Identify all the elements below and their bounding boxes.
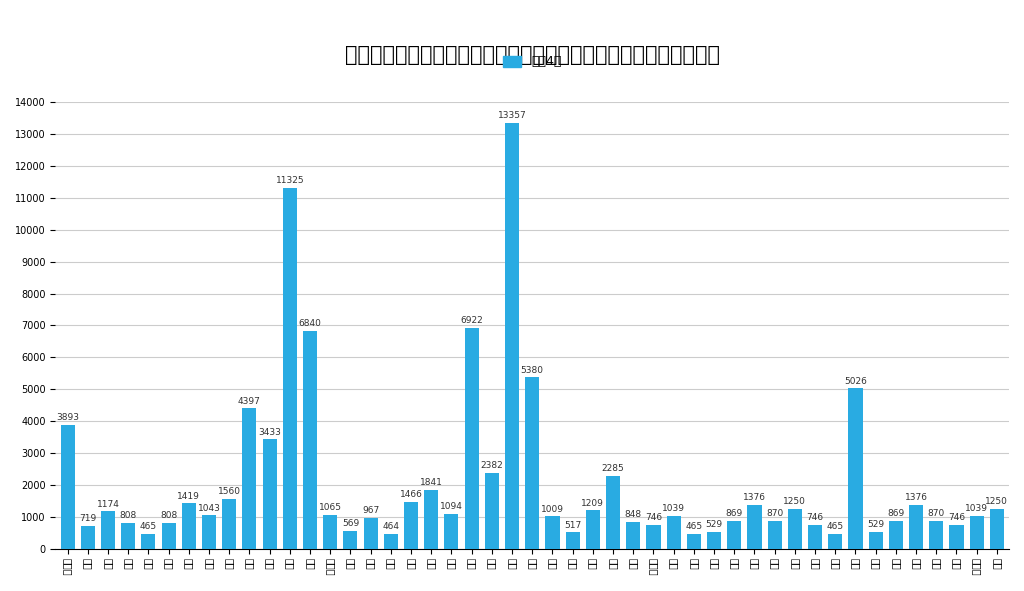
Text: 808: 808 (120, 511, 137, 520)
Text: 1039: 1039 (663, 504, 685, 513)
Bar (606, 476, 621, 548)
Text: 529: 529 (706, 520, 723, 529)
Text: 1376: 1376 (904, 493, 928, 502)
Bar (60, 424, 75, 548)
Text: 1065: 1065 (318, 503, 342, 512)
Bar (889, 521, 903, 548)
Text: 808: 808 (160, 511, 177, 520)
Bar (101, 511, 115, 548)
Text: 5380: 5380 (521, 366, 544, 375)
Text: 1560: 1560 (218, 488, 241, 496)
Bar (81, 526, 95, 548)
Text: 1250: 1250 (985, 497, 1009, 506)
Bar (222, 499, 237, 548)
Bar (324, 515, 337, 548)
Bar (768, 521, 781, 548)
Bar (748, 505, 762, 548)
Legend: 令和4年: 令和4年 (498, 50, 567, 73)
Bar (565, 532, 580, 548)
Text: 869: 869 (887, 509, 904, 518)
Bar (181, 504, 196, 548)
Text: 569: 569 (342, 519, 359, 528)
Text: 967: 967 (362, 506, 379, 515)
Text: 6840: 6840 (299, 319, 322, 328)
Text: 1250: 1250 (783, 497, 806, 506)
Bar (546, 517, 559, 548)
Text: 11325: 11325 (275, 176, 304, 185)
Text: 1039: 1039 (966, 504, 988, 513)
Bar (929, 521, 943, 548)
Bar (243, 408, 256, 548)
Bar (849, 388, 862, 548)
Text: 464: 464 (382, 522, 399, 531)
Text: 870: 870 (928, 509, 945, 518)
Text: 848: 848 (625, 510, 642, 519)
Text: 1209: 1209 (582, 499, 604, 508)
Bar (444, 514, 459, 548)
Bar (990, 509, 1004, 548)
Bar (828, 534, 843, 548)
Text: 3893: 3893 (56, 413, 79, 422)
Bar (424, 490, 438, 548)
Text: 3433: 3433 (258, 428, 281, 437)
Bar (162, 523, 176, 548)
Bar (303, 330, 317, 548)
Bar (525, 377, 540, 548)
Text: 1376: 1376 (743, 493, 766, 502)
Bar (787, 509, 802, 548)
Bar (909, 505, 924, 548)
Bar (586, 510, 600, 548)
Text: 1043: 1043 (198, 504, 220, 513)
Text: 4397: 4397 (238, 397, 261, 406)
Title: 訪問看護ステーションに従事する看護師数【実人員／都道府県別】: 訪問看護ステーションに従事する看護師数【実人員／都道府県別】 (345, 44, 720, 64)
Text: 465: 465 (685, 522, 702, 531)
Bar (687, 534, 700, 548)
Bar (646, 525, 660, 548)
Bar (262, 439, 276, 548)
Text: 870: 870 (766, 509, 783, 518)
Text: 529: 529 (867, 520, 885, 529)
Text: 1174: 1174 (96, 499, 120, 509)
Text: 13357: 13357 (498, 111, 526, 120)
Text: 465: 465 (140, 522, 157, 531)
Bar (403, 502, 418, 548)
Text: 2285: 2285 (602, 465, 625, 473)
Bar (384, 534, 398, 548)
Text: 1009: 1009 (541, 505, 564, 514)
Bar (626, 522, 640, 548)
Text: 6922: 6922 (460, 316, 483, 326)
Text: 746: 746 (645, 514, 662, 522)
Text: 719: 719 (79, 514, 96, 523)
Text: 2382: 2382 (480, 461, 503, 470)
Bar (484, 473, 499, 548)
Bar (465, 328, 478, 548)
Bar (343, 531, 357, 548)
Text: 746: 746 (807, 514, 823, 522)
Text: 746: 746 (948, 514, 965, 522)
Bar (141, 534, 156, 548)
Bar (949, 525, 964, 548)
Text: 1419: 1419 (177, 492, 201, 501)
Bar (707, 532, 721, 548)
Bar (505, 123, 519, 548)
Bar (283, 187, 297, 548)
Bar (667, 515, 681, 548)
Text: 5026: 5026 (844, 377, 867, 386)
Bar (727, 521, 741, 548)
Text: 1094: 1094 (440, 502, 463, 511)
Bar (121, 523, 135, 548)
Text: 869: 869 (726, 509, 742, 518)
Text: 1466: 1466 (399, 491, 423, 499)
Bar (202, 515, 216, 548)
Text: 1841: 1841 (420, 478, 442, 488)
Bar (970, 515, 984, 548)
Text: 517: 517 (564, 521, 582, 530)
Bar (868, 532, 883, 548)
Bar (808, 525, 822, 548)
Text: 465: 465 (826, 522, 844, 531)
Bar (364, 518, 378, 548)
